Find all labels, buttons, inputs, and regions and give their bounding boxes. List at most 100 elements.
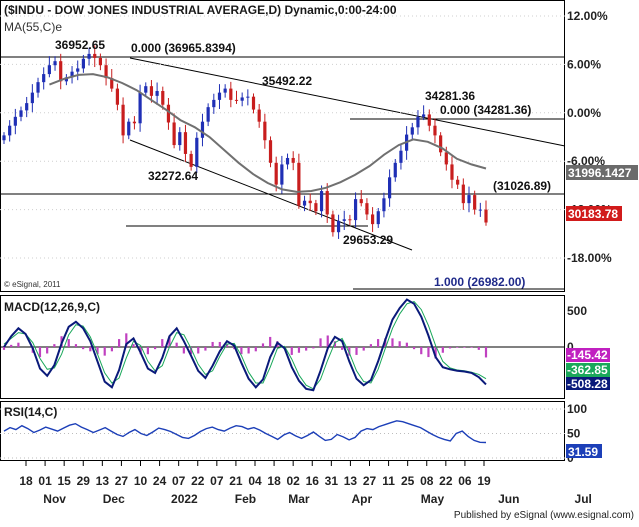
x-month-label: Jul (575, 492, 592, 506)
price-candle-body (19, 110, 23, 117)
annotation-fib-26982: 1.000 (26982.00) (434, 275, 525, 289)
macd-line (3, 298, 487, 392)
x-month-label: Feb (235, 492, 256, 506)
price-candle-body (297, 162, 301, 206)
annotation-peak-36952: 36952.65 (55, 38, 105, 52)
price-candle-body (427, 114, 431, 126)
price-candle-body (127, 121, 131, 136)
price-candle-body (444, 152, 448, 165)
price-candle-body (325, 191, 329, 215)
annotation-trough-32272: 32272.64 (148, 169, 198, 183)
price-candle-body (189, 153, 193, 167)
x-tick-label: 18 (267, 474, 281, 488)
price-candle-body (217, 92, 222, 100)
rsi-panel-frame (0, 401, 565, 461)
annotation-trough-29653: 29653.29 (343, 233, 393, 247)
price-y-tick-label: -6.00% (567, 154, 605, 168)
x-tick-label: 13 (344, 474, 358, 488)
price-candle-body (110, 78, 114, 89)
price-candle-body (263, 121, 267, 141)
price-candle-body (246, 96, 250, 98)
macd-histogram (2, 333, 488, 359)
x-tick-label: 04 (248, 474, 262, 488)
price-candle-body (359, 199, 363, 204)
price-candle-body (172, 122, 176, 146)
x-tick-label: 18 (19, 474, 33, 488)
price-candle-body (121, 104, 125, 136)
price-candle-body (2, 135, 6, 141)
annotation-peak-35492: 35492.22 (262, 74, 312, 88)
rsi-line (3, 420, 487, 444)
price-y-tick-label: 12.00% (567, 9, 608, 23)
tag-hist-value: -145.42 (567, 348, 608, 362)
rsi-y-tick-label: 50 (567, 427, 581, 441)
price-candle-body (433, 125, 437, 136)
x-month-label: May (421, 492, 445, 506)
price-candle-body (104, 65, 108, 79)
price-candle-body (291, 157, 295, 163)
ma55-line (49, 73, 487, 193)
x-month-label: Nov (43, 492, 66, 506)
tag-macd-bg (566, 377, 610, 390)
tag-ma-value: 31996.1427 (568, 166, 632, 180)
x-tick-label: 31 (325, 474, 339, 488)
price-candle-body (64, 77, 68, 82)
annotation-fib-36965: 0.000 (36965.8394) (131, 41, 236, 55)
macd-title: MACD(12,26,9,C) (4, 300, 100, 314)
price-candle-body (81, 58, 85, 69)
tag-ma-bg (566, 165, 638, 180)
price-candle-body (132, 121, 137, 124)
annotation-fib-34281: 0.000 (34281.36) (440, 103, 531, 117)
price-candle-body (93, 53, 97, 58)
price-candle-body (388, 177, 392, 199)
price-candle-body (416, 116, 420, 128)
price-candle-body (42, 74, 46, 83)
x-tick-label: 07 (210, 474, 224, 488)
macd-y-tick-label: 500 (567, 304, 587, 318)
price-candle-body (348, 219, 352, 221)
tag-hist-bg (566, 348, 610, 362)
tag-close-value: 30183.78 (568, 207, 618, 221)
tag-close-bg (566, 206, 622, 221)
x-tick-label: 10 (134, 474, 148, 488)
x-tick-label: 01 (38, 474, 52, 488)
x-tick-label: 07 (172, 474, 186, 488)
price-candle-body (251, 96, 256, 110)
x-tick-label: 24 (153, 474, 167, 488)
price-candle-body (229, 88, 233, 100)
annotation-peak-34281: 34281.36 (425, 89, 475, 103)
x-tick-label: 13 (96, 474, 110, 488)
price-candle-body (314, 203, 318, 212)
price-candle-body (331, 214, 335, 233)
price-candle-body (376, 211, 380, 225)
x-tick-label: 19 (477, 474, 491, 488)
macd-signal-line (3, 301, 487, 390)
price-candle-body (467, 195, 471, 204)
price-candle-body (274, 162, 278, 185)
price-candle-body (212, 99, 216, 108)
tag-signal-value: -362.85 (567, 363, 608, 377)
price-candle-body (450, 164, 454, 180)
price-y-tick-label: 6.00% (567, 57, 601, 71)
rsi-y-tick-label: 100 (567, 402, 587, 416)
tag-macd-value: -508.28 (567, 377, 608, 391)
price-candles (2, 45, 488, 239)
footer-text: Published by eSignal (www.esignal.com) (454, 510, 634, 521)
tag-rsi-bg (566, 444, 602, 458)
x-tick-label: 22 (191, 474, 205, 488)
price-candle-body (257, 109, 261, 122)
price-candle-body (484, 209, 488, 223)
x-tick-label: 27 (363, 474, 377, 488)
price-candle-body (138, 92, 142, 124)
copyright-text: © eSignal, 2011 (4, 280, 61, 289)
price-candle-body (178, 132, 182, 146)
annotation-support-31026: (31026.89) (493, 179, 551, 193)
price-candle-body (439, 135, 443, 153)
x-tick-label: 16 (306, 474, 320, 488)
price-y-tick-label: 0.00% (567, 106, 601, 120)
x-tick-label: 02 (286, 474, 300, 488)
price-candle-body (59, 61, 63, 82)
price-candle-body (183, 132, 188, 154)
x-tick-label: 27 (115, 474, 129, 488)
price-candle-body (223, 88, 227, 93)
